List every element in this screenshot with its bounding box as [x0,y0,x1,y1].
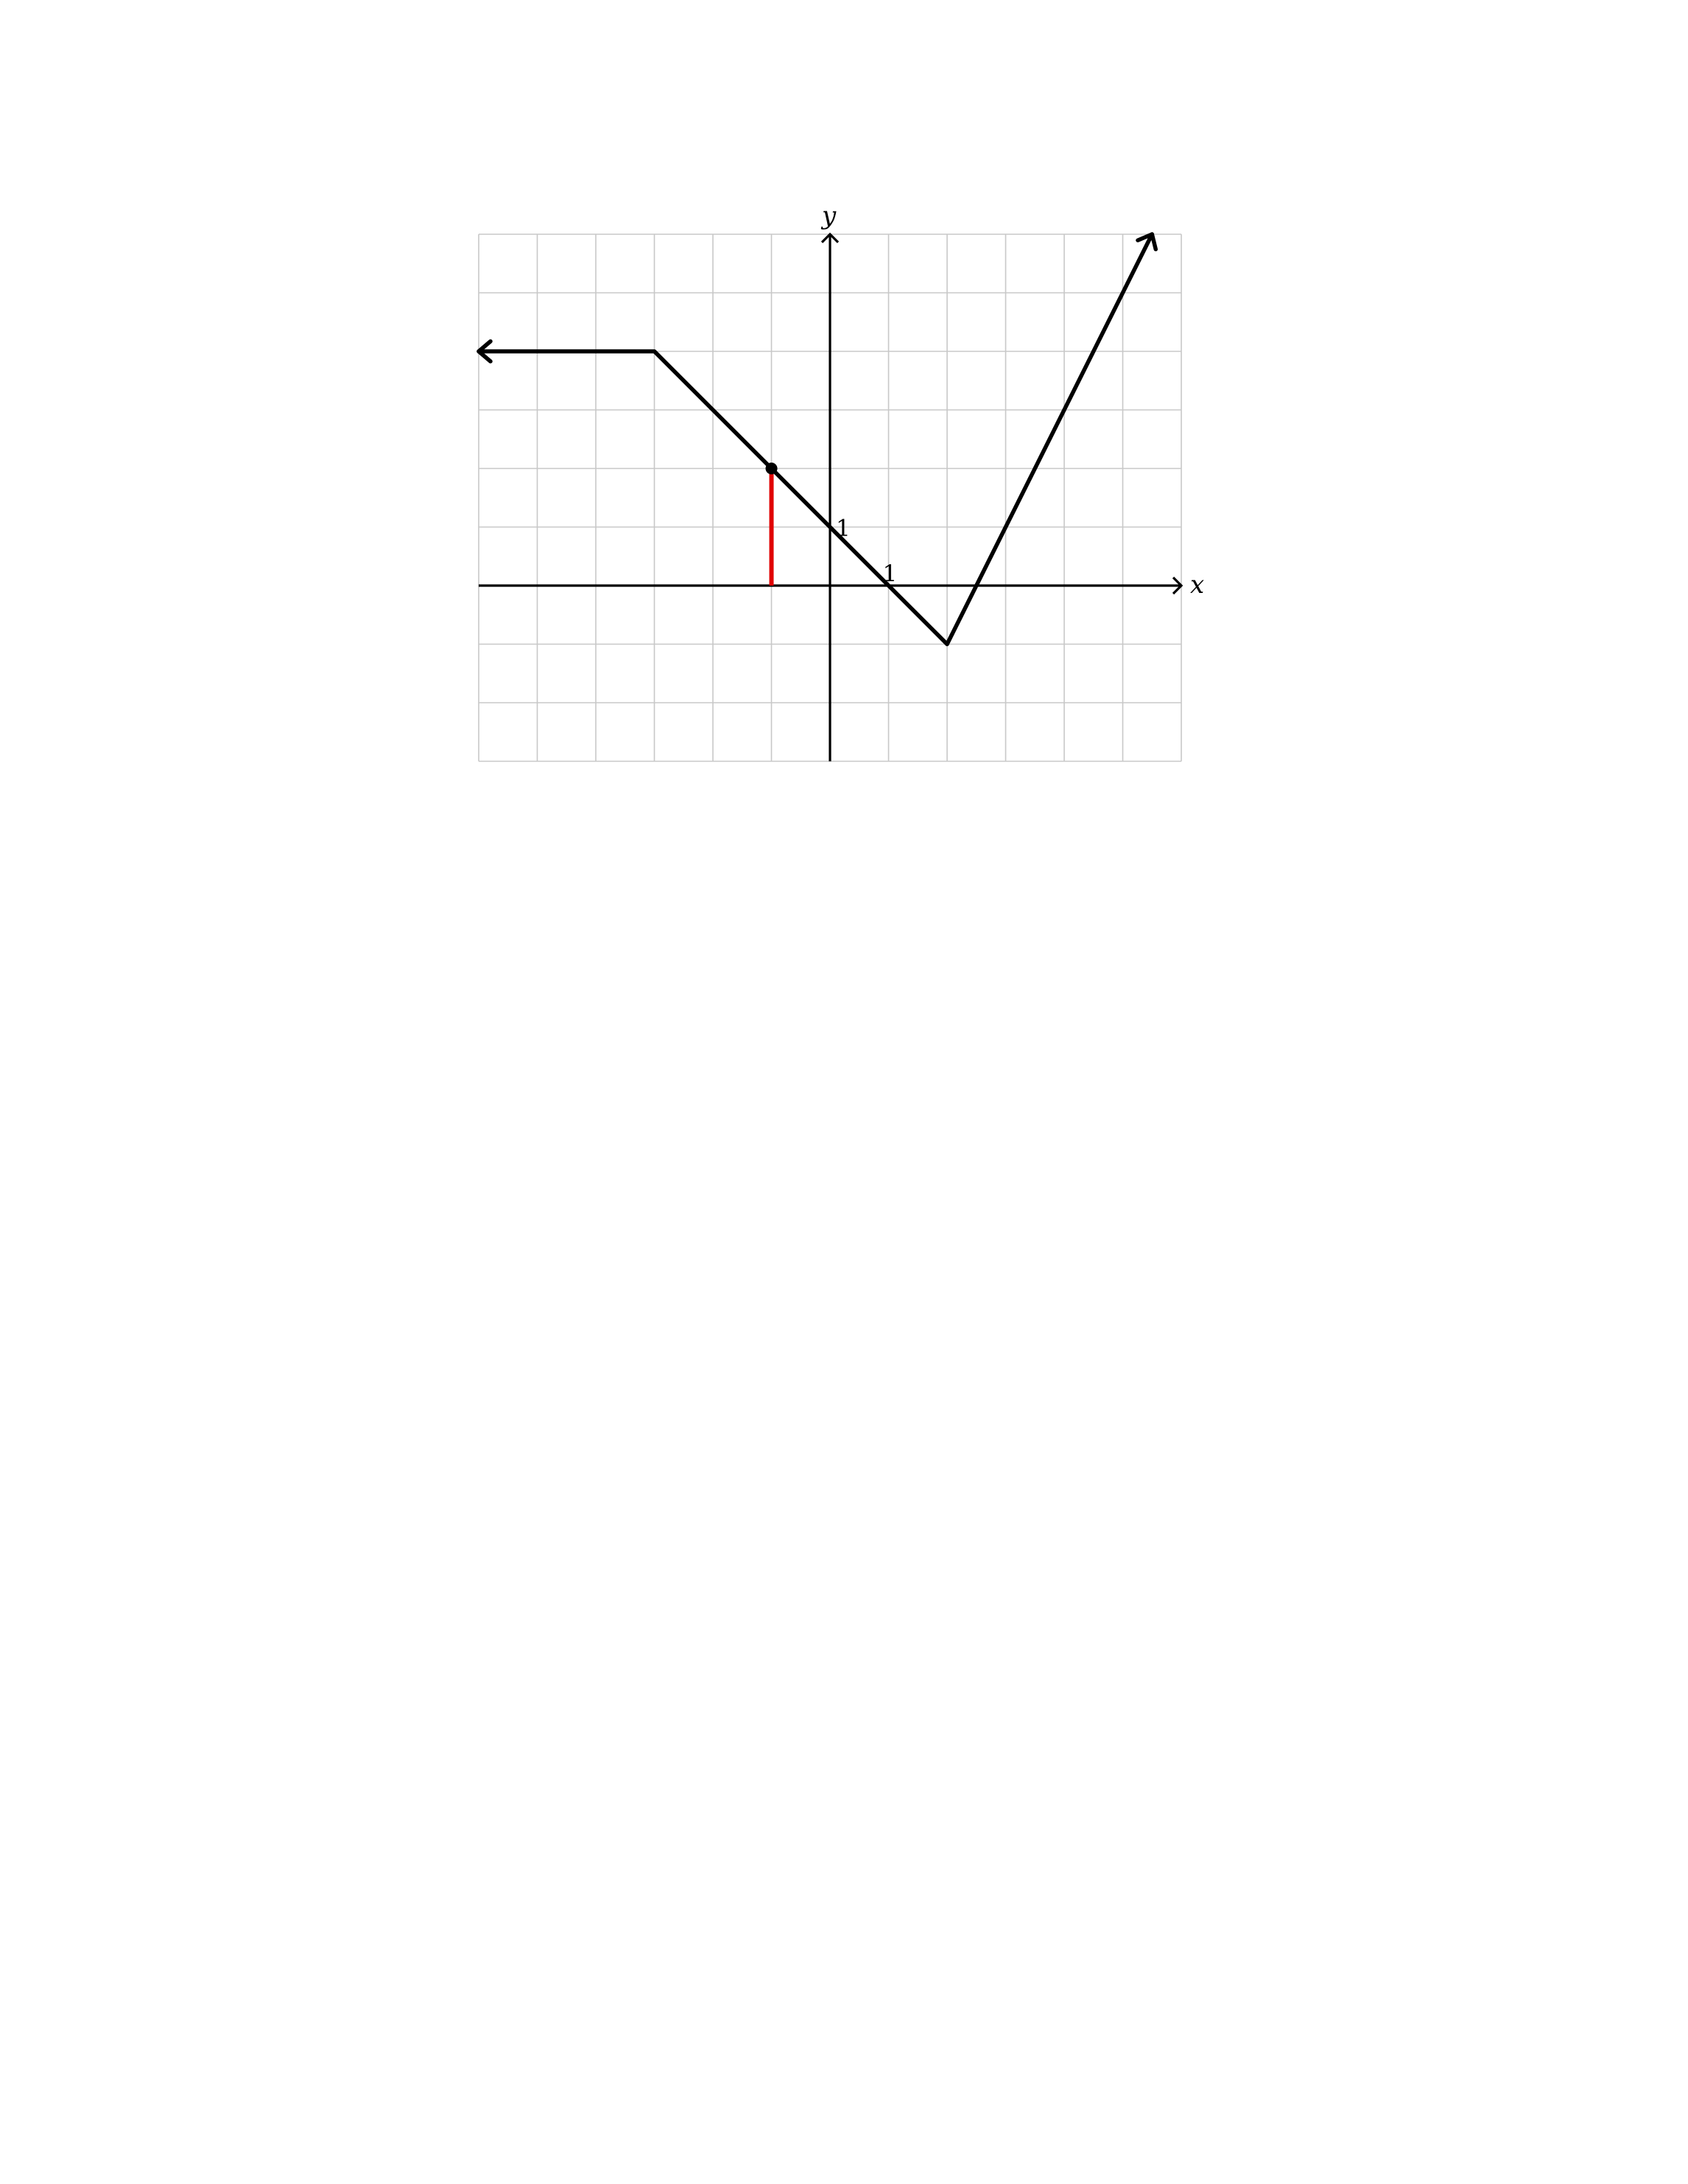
chart-marks [479,234,1156,645]
y-axis-label: y [820,201,837,231]
marked-point [766,463,778,474]
x-axis-label: x [1190,570,1204,600]
axes: x y 1 1 [479,201,1204,762]
piecewise-line-series [479,234,1152,645]
